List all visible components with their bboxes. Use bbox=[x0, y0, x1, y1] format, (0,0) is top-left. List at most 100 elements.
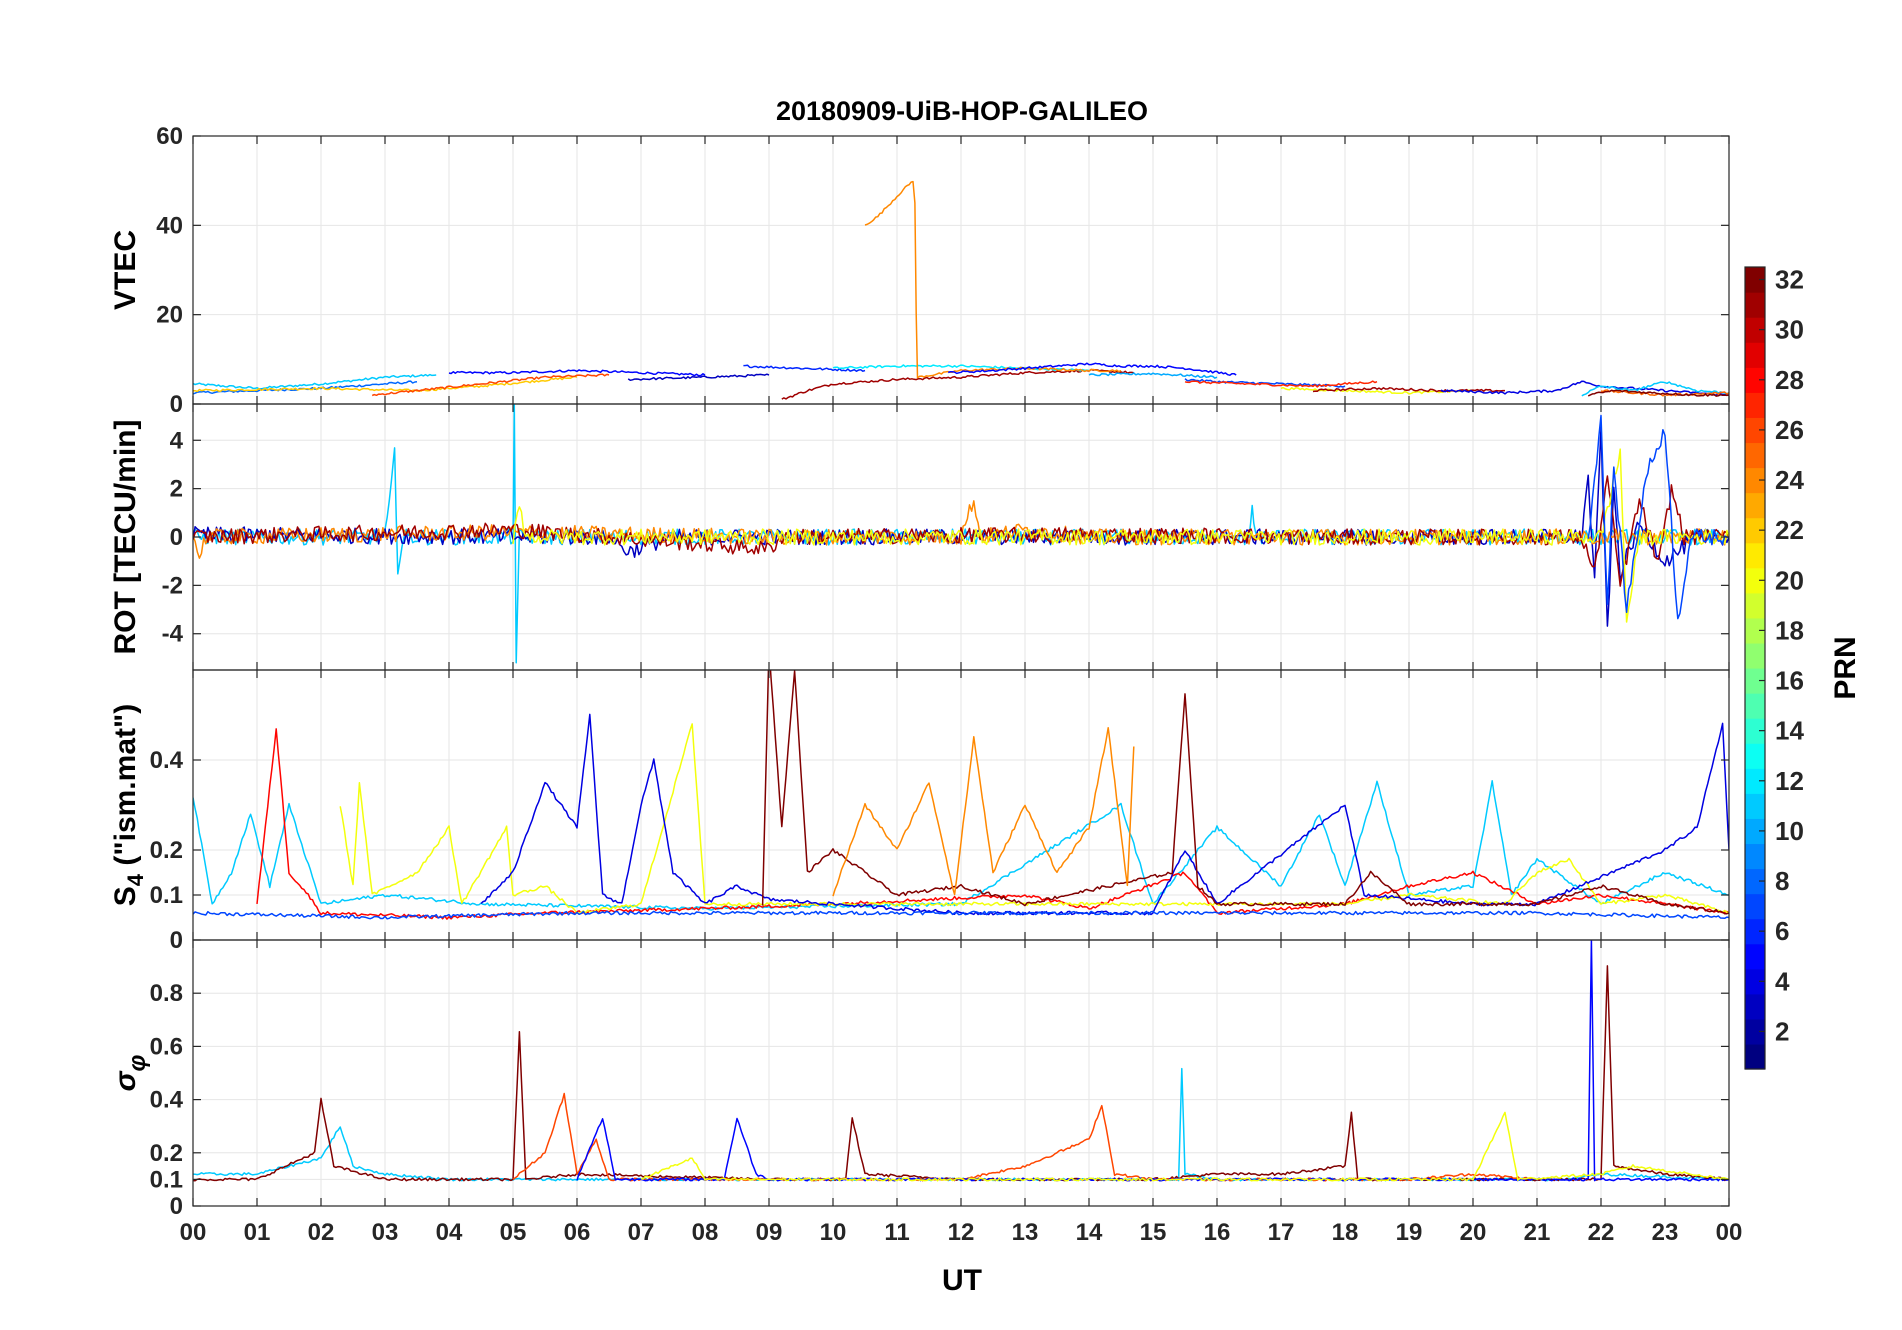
series-line-prn-11 bbox=[193, 373, 437, 390]
y-axis-label: ROT [TECU/min] bbox=[109, 420, 142, 655]
colorbar-swatch bbox=[1745, 367, 1765, 393]
x-tick-label: 17 bbox=[1268, 1219, 1295, 1246]
x-tick-label: 07 bbox=[628, 1219, 655, 1246]
colorbar-tick-label: 8 bbox=[1775, 866, 1789, 896]
x-tick-label: 02 bbox=[308, 1219, 335, 1246]
series-line-prn-32 bbox=[1587, 389, 1729, 397]
y-tick-label: 0 bbox=[170, 927, 183, 954]
colorbar-swatch bbox=[1745, 893, 1765, 920]
series-group bbox=[193, 180, 1729, 400]
x-tick-label: 08 bbox=[692, 1219, 719, 1246]
y-tick-label: 20 bbox=[156, 302, 183, 329]
colorbar-swatch bbox=[1745, 818, 1765, 845]
series-line-prn-12 bbox=[832, 364, 1090, 372]
colorbar-swatch bbox=[1745, 768, 1765, 794]
series-line-prn-28 bbox=[256, 728, 1729, 920]
y-tick-label: 40 bbox=[156, 212, 183, 239]
colorbar-tick-label: 30 bbox=[1775, 315, 1804, 345]
panel-sigma: 00.10.2 0.4 0.6 0.8 σφ bbox=[109, 939, 1730, 1220]
x-tick-label: 20 bbox=[1460, 1219, 1487, 1246]
series-line-prn-31 bbox=[1312, 386, 1505, 393]
colorbar-swatch bbox=[1745, 617, 1765, 644]
x-tick-label: 22 bbox=[1588, 1219, 1615, 1246]
series-line-prn-11 bbox=[1581, 381, 1729, 397]
x-tick-label: 12 bbox=[948, 1219, 975, 1246]
colorbar-swatch bbox=[1745, 342, 1765, 368]
y-tick-label: 0 bbox=[170, 524, 183, 551]
colorbar-swatch bbox=[1745, 542, 1765, 569]
series-line-prn-20 bbox=[640, 1111, 1729, 1182]
x-tick-label: 15 bbox=[1140, 1219, 1167, 1246]
x-tick-label: 00 bbox=[180, 1219, 207, 1246]
x-tick-label: 23 bbox=[1652, 1219, 1679, 1246]
series-line-prn-10 bbox=[1088, 372, 1218, 379]
x-tick-label: 01 bbox=[244, 1219, 271, 1246]
y-tick-label: 0.2 bbox=[150, 1140, 183, 1167]
y-tick-label: 0.6 bbox=[150, 1033, 183, 1060]
y-tick-label: 0.4 bbox=[150, 1087, 184, 1114]
y-tick-label: -4 bbox=[162, 621, 184, 648]
series-line-prn-7 bbox=[193, 910, 1729, 920]
y-tick-label: 0.4 bbox=[150, 747, 184, 774]
series-line-prn-5 bbox=[448, 369, 706, 377]
series-line-prn-20 bbox=[1280, 386, 1474, 395]
y-tick-label: -2 bbox=[162, 572, 183, 599]
y-tick-label: 2 bbox=[170, 476, 183, 503]
colorbar-swatch bbox=[1745, 993, 1765, 1020]
x-tick-label: 18 bbox=[1332, 1219, 1359, 1246]
y-tick-label: 0.1 bbox=[150, 882, 183, 909]
colorbar-swatch bbox=[1745, 1043, 1765, 1070]
y-axis-label: VTEC bbox=[109, 230, 142, 310]
panel-s4: 0 0.1 0.2 0.4S4 ("ism.mat") bbox=[109, 669, 1730, 954]
series-line-prn-31 bbox=[781, 368, 1134, 400]
series-line-prn-32 bbox=[761, 670, 1729, 915]
colorbar-swatch bbox=[1745, 392, 1765, 418]
colorbar-tick-label: 18 bbox=[1775, 615, 1804, 645]
colorbar-swatch bbox=[1745, 592, 1765, 619]
colorbar-swatch bbox=[1745, 567, 1765, 594]
series-line-prn-22 bbox=[193, 375, 578, 393]
y-axis-label: S4 ("ism.mat") bbox=[109, 704, 148, 906]
x-tick-label: 19 bbox=[1396, 1219, 1423, 1246]
colorbar-swatch bbox=[1745, 793, 1765, 819]
colorbar-swatch bbox=[1745, 693, 1765, 719]
colorbar-swatch bbox=[1745, 517, 1765, 544]
colorbar-swatch bbox=[1745, 292, 1765, 318]
colorbar-label: PRN bbox=[1829, 636, 1862, 699]
colorbar-swatch bbox=[1745, 442, 1765, 469]
series-line-prn-24 bbox=[864, 180, 1122, 379]
x-tick-label: 13 bbox=[1012, 1219, 1039, 1246]
colorbar-swatch bbox=[1745, 968, 1765, 995]
x-tick-label: 04 bbox=[436, 1219, 463, 1246]
series-line-prn-7 bbox=[1587, 414, 1729, 620]
y-tick-label: 0 bbox=[170, 391, 183, 418]
x-tick-label: 03 bbox=[372, 1219, 399, 1246]
y-tick-label: 4 bbox=[170, 427, 184, 454]
x-tick-label: 00 bbox=[1716, 1219, 1743, 1246]
colorbar-tick-label: 16 bbox=[1775, 666, 1804, 696]
series-group bbox=[193, 404, 1729, 664]
series-line-prn-6 bbox=[743, 364, 866, 372]
colorbar-frame bbox=[1744, 266, 1766, 1070]
y-tick-label: 0.8 bbox=[150, 980, 183, 1007]
series-group bbox=[193, 940, 1729, 1182]
panel-vtec: 0 20 40 60 VTEC bbox=[109, 123, 1730, 418]
colorbar-tick-label: 6 bbox=[1775, 916, 1789, 946]
x-tick-label: 16 bbox=[1204, 1219, 1231, 1246]
x-tick-label: 10 bbox=[820, 1219, 847, 1246]
series-line-prn-20 bbox=[512, 448, 1729, 623]
series-line-prn-3 bbox=[627, 373, 770, 382]
colorbar-tick-label: 32 bbox=[1775, 265, 1804, 295]
x-tick-label: 14 bbox=[1076, 1219, 1103, 1246]
series-line-prn-27 bbox=[1184, 380, 1378, 388]
colorbar-swatch bbox=[1745, 868, 1765, 895]
y-axis-label: σφ bbox=[109, 1054, 151, 1091]
series-line-prn-20 bbox=[339, 723, 1729, 915]
series-line-prn-4 bbox=[1440, 380, 1729, 396]
colorbar-swatch bbox=[1745, 743, 1765, 769]
series-line-prn-4 bbox=[480, 713, 1729, 916]
y-tick-label: 60 bbox=[156, 123, 183, 150]
colorbar-swatch bbox=[1745, 668, 1765, 694]
colorbar-tick-label: 22 bbox=[1775, 515, 1804, 545]
